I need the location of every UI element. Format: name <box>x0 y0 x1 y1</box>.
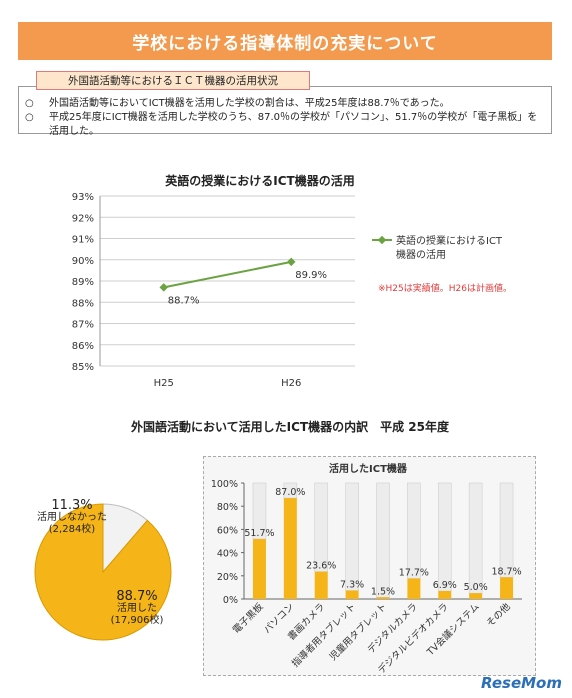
series-line <box>163 260 292 289</box>
bullet-text: 平成25年度にICT機器を活用した学校のうち、87.0％の学校が「パソコン」、5… <box>49 112 538 137</box>
pie-unused-pct: 11.3% <box>51 498 93 513</box>
page-title: 学校における指導体制の充実について <box>18 22 552 60</box>
info-row: ○ 平成25年度にICT機器を活用した学校のうち、87.0％の学校が「パソコン」… <box>19 111 551 139</box>
y-tick-label: 93% <box>72 192 94 203</box>
y-tick-label: 88% <box>72 298 94 309</box>
pie-used-count: (17,906校) <box>110 615 164 626</box>
y-tick-label: 87% <box>72 320 94 331</box>
y-tick-label: 86% <box>72 341 94 352</box>
data-label: 88.7% <box>168 295 200 306</box>
bullet-text: 外国語活動等においてICT機器を活用した学校の割合は、平成25年度は88.7％で… <box>49 98 450 109</box>
watermark-logo: ReseMom <box>481 674 562 692</box>
pie-used-pct: 88.7% <box>116 589 158 604</box>
pie-unused-count: (2,284校) <box>48 524 96 535</box>
data-label: 89.9% <box>295 270 327 281</box>
legend-label: 英語の授業におけるICT <box>396 234 503 247</box>
bullet-mark: ○ <box>25 98 34 109</box>
y-tick-label: 89% <box>72 277 94 288</box>
y-tick-label: 91% <box>72 235 94 246</box>
bar-chart-panel <box>203 456 536 676</box>
chart-note: ※H25は実績値。H26は計画値。 <box>378 282 512 294</box>
bullet-mark: ○ <box>25 112 34 123</box>
x-tick-label: H26 <box>281 378 301 389</box>
pie-bar-chart-title: 外国語活動において活用したICT機器の内訳 平成 25年度 <box>131 420 449 434</box>
y-tick-label: 90% <box>72 256 94 267</box>
section-label: 外国語活動等におけるＩＣＴ機器の活用状況 <box>36 71 310 90</box>
info-row: ○ 外国語活動等においてICT機器を活用した学校の割合は、平成25年度は88.7… <box>19 97 551 111</box>
pie-used-label: 88.7% 活用した (17,906校) <box>92 589 182 627</box>
legend-label: 機器の活用 <box>396 248 446 261</box>
pie-used-text: 活用した <box>117 603 157 614</box>
legend-marker <box>377 235 387 245</box>
data-point <box>159 283 168 292</box>
line-chart-title: 英語の授業におけるICT機器の活用 <box>165 174 355 188</box>
info-box: ○ 外国語活動等においてICT機器を活用した学校の割合は、平成25年度は88.7… <box>18 86 552 137</box>
y-tick-label: 85% <box>72 362 94 373</box>
x-tick-label: H25 <box>154 378 174 389</box>
y-tick-label: 92% <box>72 213 94 224</box>
data-point <box>287 257 296 267</box>
pie-unused-label: 11.3% 活用しなかった (2,284校) <box>22 498 122 536</box>
pie-unused-text: 活用しなかった <box>37 512 107 523</box>
